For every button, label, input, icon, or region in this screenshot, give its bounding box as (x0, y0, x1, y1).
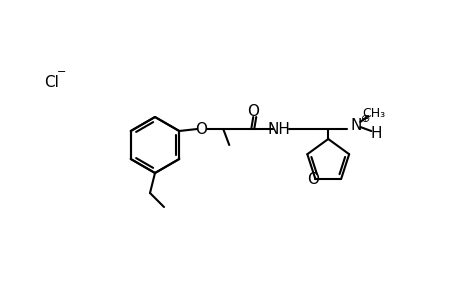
Text: H: H (369, 125, 381, 140)
Text: O: O (307, 172, 319, 187)
Text: Cl: Cl (45, 74, 59, 89)
Text: CH₃: CH₃ (362, 106, 385, 119)
Text: N: N (350, 118, 361, 133)
Text: NH: NH (267, 122, 290, 136)
Text: O: O (246, 103, 259, 118)
Text: ⊕: ⊕ (360, 114, 369, 124)
Text: −: − (57, 67, 67, 77)
Text: O: O (195, 122, 207, 136)
